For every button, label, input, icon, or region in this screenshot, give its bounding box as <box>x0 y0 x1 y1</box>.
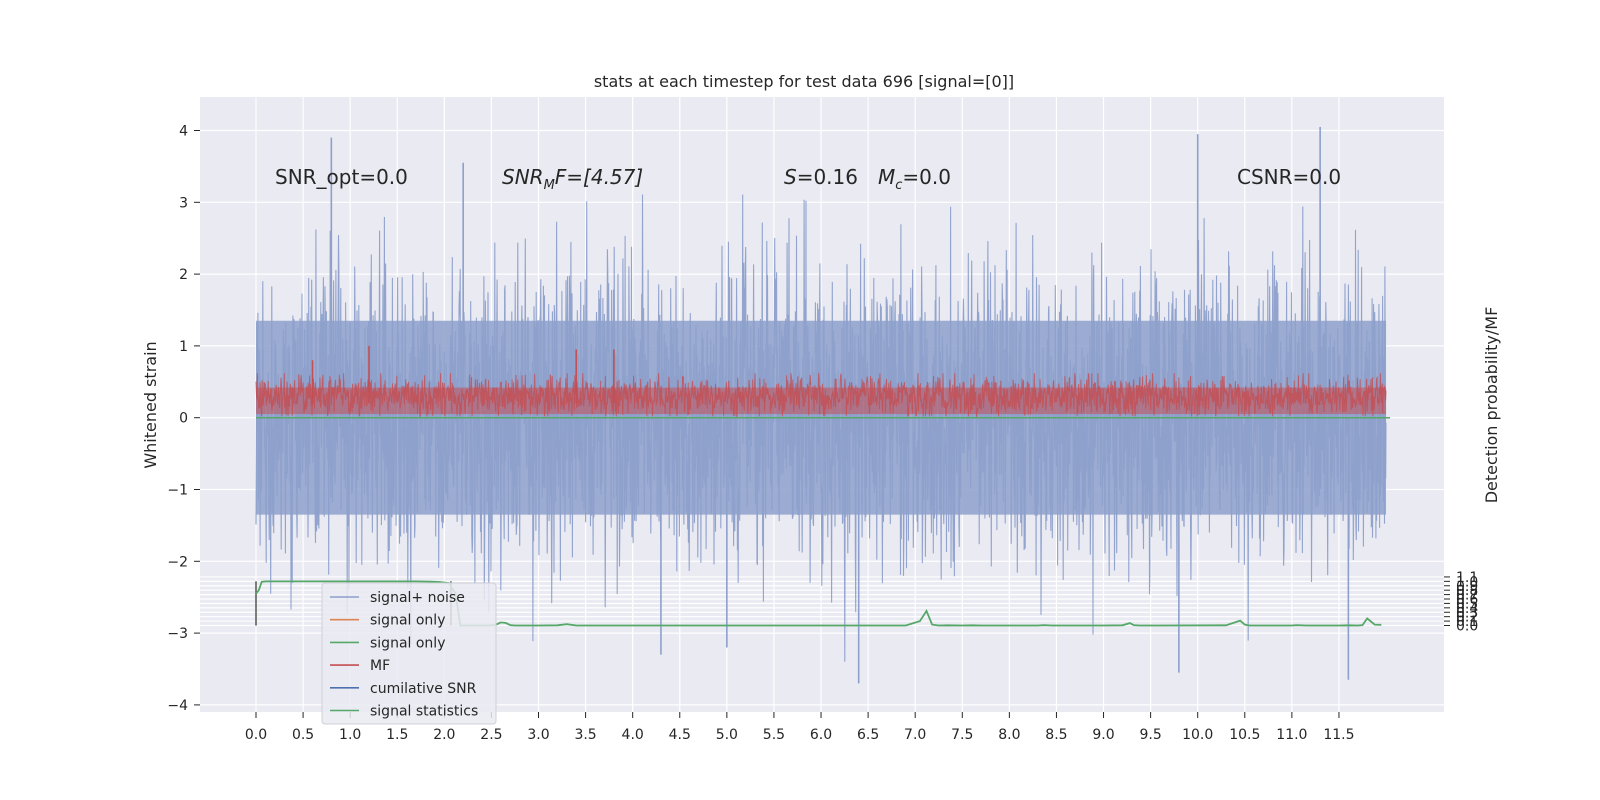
legend-label: signal+ noise <box>370 590 465 606</box>
right-y-axis-label: Detection probability/MF <box>1482 307 1501 504</box>
x-tick-label: 5.5 <box>763 727 785 743</box>
x-tick-label: 9.5 <box>1139 727 1161 743</box>
legend-label: cumilative SNR <box>370 681 477 697</box>
x-tick-label: 0.0 <box>245 727 267 743</box>
right-y-tick-label: 0.6 <box>1456 592 1478 608</box>
s-value: =0.16 <box>797 165 858 189</box>
legend-label: signal only <box>370 613 445 629</box>
x-tick-label: 1.0 <box>339 727 361 743</box>
mf-line <box>255 373 1387 418</box>
snr-mf-annotation: SNRMF=[4.57] <box>502 165 643 193</box>
mc-annotation: Mc=0.0 <box>878 165 951 193</box>
left-y-tick-label: −3 <box>167 626 188 642</box>
x-axis-ticks: 0.0 0.5 1.0 1.5 2.0 2.5 3.0 3.5 4.0 4.5 5.0 5.5 6.0 6… <box>245 712 1355 743</box>
snr-mf-value: F=[4.57] <box>555 165 643 189</box>
legend-label: signal only <box>370 635 445 651</box>
right-y-tick-label: 1.0 <box>1456 574 1478 590</box>
right-y-tick-label: 0.8 <box>1456 583 1478 599</box>
left-y-axis-ticks: 4 3 2 1 0 −1 −2 −3 −4 <box>167 124 200 714</box>
mc-subscript: c <box>895 178 902 193</box>
right-y-axis-ticks: 1.11.00.90.80.70.60.50.40.30.20.10.0 <box>1444 570 1478 635</box>
snr-opt-annotation: SNR_opt=0.0 <box>275 165 408 189</box>
x-tick-label: 8.0 <box>998 727 1020 743</box>
x-tick-label: 11.0 <box>1276 727 1307 743</box>
left-y-tick-label: 4 <box>179 124 188 140</box>
legend-label: signal statistics <box>370 704 478 720</box>
x-tick-label: 10.0 <box>1182 727 1213 743</box>
x-tick-label: 6.5 <box>857 727 879 743</box>
mc-symbol: M <box>878 165 895 189</box>
right-y-tick-label: 0.3 <box>1456 605 1478 621</box>
snr-mf-symbol: SNR <box>502 165 544 189</box>
left-y-tick-label: 3 <box>179 195 188 211</box>
right-y-tick-label: 0.0 <box>1456 619 1478 635</box>
left-y-tick-label: −1 <box>167 483 188 499</box>
right-y-tick-label: 0.9 <box>1456 579 1478 595</box>
x-tick-label: 5.0 <box>716 727 738 743</box>
s-symbol: S <box>784 165 797 189</box>
right-y-tick-label: 0.5 <box>1456 596 1478 612</box>
x-tick-label: 4.0 <box>622 727 644 743</box>
left-y-tick-label: 1 <box>179 339 188 355</box>
x-tick-label: 9.0 <box>1092 727 1114 743</box>
mc-value: =0.0 <box>902 165 951 189</box>
legend-box <box>321 582 497 725</box>
legend-label: MF <box>370 658 390 674</box>
x-tick-label: 6.0 <box>810 727 832 743</box>
x-tick-label: 8.5 <box>1045 727 1067 743</box>
left-y-tick-label: −4 <box>167 698 188 714</box>
mf-series <box>255 345 1387 418</box>
s-annotation: S=0.16 <box>784 165 858 189</box>
right-y-tick-label: 0.7 <box>1456 588 1478 604</box>
x-tick-label: 2.5 <box>480 727 502 743</box>
legend-entries: signal+ noise signal only signal only MF cum… <box>330 590 478 720</box>
x-tick-label: 0.5 <box>292 727 314 743</box>
chart-title: stats at each timestep for test data 696… <box>594 72 1014 91</box>
x-tick-label: 3.5 <box>574 727 596 743</box>
left-y-axis-label: Whitened strain <box>141 341 160 468</box>
right-y-tick-label: 0.4 <box>1456 601 1478 617</box>
snr-mf-subscript: M <box>544 178 555 193</box>
x-tick-label: 3.0 <box>527 727 549 743</box>
left-y-tick-label: −2 <box>167 554 188 570</box>
x-tick-label: 4.5 <box>669 727 691 743</box>
left-y-tick-label: 2 <box>179 267 188 283</box>
x-tick-label: 7.5 <box>951 727 973 743</box>
x-tick-label: 11.5 <box>1323 727 1354 743</box>
right-y-tick-label: 0.1 <box>1456 614 1478 630</box>
x-tick-label: 1.5 <box>386 727 408 743</box>
x-tick-label: 2.0 <box>433 727 455 743</box>
csnr-annotation: CSNR=0.0 <box>1237 165 1341 189</box>
legend: signal+ noise signal only signal only MF cum… <box>321 582 497 725</box>
left-y-tick-label: 0 <box>179 411 188 427</box>
right-y-tick-label: 1.1 <box>1456 570 1478 586</box>
x-tick-label: 7.0 <box>904 727 926 743</box>
annotations: SNR_opt=0.0 SNRMF=[4.57] S=0.16 Mc=0.0 C… <box>275 165 1341 193</box>
signal-noise-line <box>255 194 1387 662</box>
x-tick-label: 10.5 <box>1229 727 1260 743</box>
right-y-tick-label: 0.2 <box>1456 610 1478 626</box>
